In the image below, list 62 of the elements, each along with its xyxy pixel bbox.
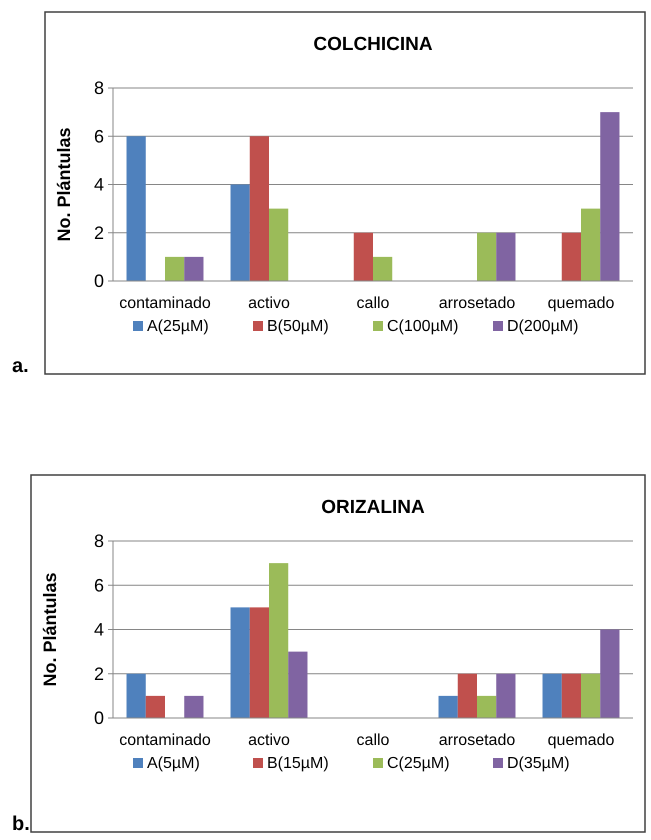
bar [126, 136, 146, 281]
bar [354, 232, 373, 281]
x-tick-label: callo [356, 732, 390, 749]
bar [230, 607, 250, 718]
legend-label: D(35µM) [507, 755, 570, 772]
bar [165, 256, 184, 281]
bar [542, 674, 562, 718]
y-axis-title: No. Plántulas [40, 572, 60, 687]
legend-label: C(100µM) [387, 318, 458, 335]
legend-label: C(25µM) [387, 755, 450, 772]
bar [477, 232, 496, 281]
x-tick-label: arrosetado [438, 732, 516, 749]
bar [600, 630, 620, 718]
x-tick-label: quemado [548, 295, 614, 312]
x-tick-label: contaminado [119, 295, 211, 312]
chart-title: COLCHICINA [313, 34, 433, 55]
y-tick-label: 0 [94, 708, 104, 728]
x-tick-label: contaminado [119, 732, 211, 749]
bar [496, 674, 516, 718]
x-tick-label: activo [248, 295, 290, 312]
bar [184, 256, 204, 281]
bar [477, 696, 496, 718]
y-tick-label: 4 [94, 174, 104, 194]
legend-label: A(25µM) [147, 318, 209, 335]
bar [146, 696, 165, 718]
y-tick-label: 6 [94, 575, 104, 596]
legend-label: D(200µM) [507, 318, 578, 335]
legend-label: B(50µM) [267, 318, 329, 335]
bar [562, 674, 581, 718]
y-axis-title: No. Plántulas [54, 127, 74, 242]
x-tick-label: arrosetado [438, 295, 516, 312]
y-tick-label: 2 [94, 664, 104, 684]
bar [496, 232, 516, 281]
bar [250, 607, 269, 718]
bar [562, 232, 581, 281]
bar [458, 674, 477, 718]
y-tick-label: 8 [94, 78, 104, 98]
y-tick-label: 4 [94, 620, 104, 640]
y-tick-label: 6 [94, 126, 104, 146]
bar [250, 136, 269, 281]
y-tick-label: 0 [94, 271, 104, 291]
bar [230, 184, 250, 281]
x-tick-label: activo [248, 732, 290, 749]
y-tick-label: 8 [94, 531, 104, 551]
bar [600, 112, 620, 281]
x-tick-label: quemado [548, 732, 614, 749]
bar [184, 696, 204, 718]
legend-label: B(15µM) [267, 755, 329, 772]
y-tick-label: 2 [94, 222, 104, 243]
bar [269, 208, 288, 281]
legend-label: A(5µM) [147, 755, 200, 772]
bar [438, 696, 458, 718]
bar [126, 674, 146, 718]
bar [269, 563, 288, 718]
bar [581, 674, 600, 718]
bar [581, 208, 600, 281]
bar [288, 652, 308, 718]
x-tick-label: callo [356, 295, 390, 312]
text: b. [12, 813, 30, 835]
bar [373, 256, 392, 281]
chart-title: ORIZALINA [321, 497, 425, 518]
text: a. [12, 355, 29, 377]
